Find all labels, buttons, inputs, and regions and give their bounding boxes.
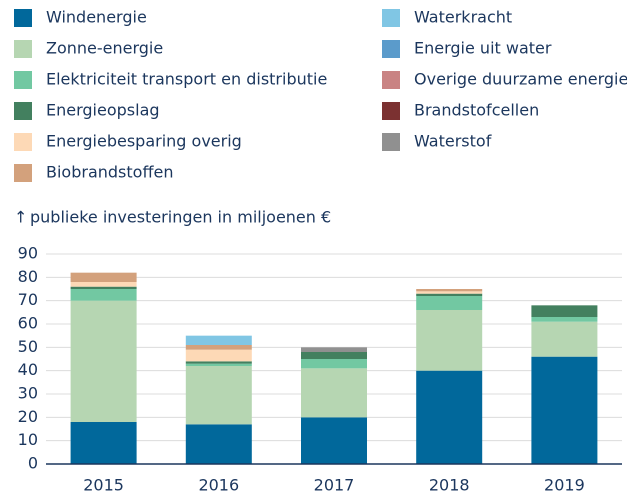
x-tick-label: 2016 xyxy=(198,476,239,495)
y-tick-label: 60 xyxy=(18,314,38,333)
legend-label: Waterkracht xyxy=(414,8,512,27)
bar-segment xyxy=(416,296,483,310)
legend-label: Energieopslag xyxy=(46,101,160,120)
bar-segment xyxy=(301,417,367,464)
y-tick-label: 30 xyxy=(18,384,38,403)
y-tick-label: 40 xyxy=(18,360,38,379)
bar-segment xyxy=(185,361,252,364)
bar-segment xyxy=(70,286,137,289)
legend-label: Overige duurzame energie xyxy=(414,70,627,89)
bar-segment xyxy=(185,345,252,350)
bar-segment xyxy=(185,335,252,345)
legend-swatch xyxy=(14,133,32,151)
bar-segment xyxy=(416,370,483,464)
legend-swatch xyxy=(382,40,400,58)
legend-label: Windenergie xyxy=(46,8,147,27)
bar-segment xyxy=(416,289,483,292)
y-tick-label: 10 xyxy=(18,430,38,449)
legend-label: Elektriciteit transport en distributie xyxy=(46,70,327,89)
y-axis-label: publieke investeringen in miljoenen € xyxy=(30,208,331,227)
legend-swatch xyxy=(14,102,32,120)
x-tick-label: 2019 xyxy=(544,476,585,495)
bar-segment xyxy=(531,356,598,464)
y-tick-label: 50 xyxy=(18,337,38,356)
legend-swatch xyxy=(14,71,32,89)
bar-segment xyxy=(70,272,137,282)
bar-segment xyxy=(416,293,483,296)
bar-segment xyxy=(531,321,598,357)
legend-swatch xyxy=(382,133,400,151)
bar-segment xyxy=(185,349,252,362)
bar-segment xyxy=(185,424,252,464)
legend-swatch xyxy=(14,9,32,27)
y-tick-label: 0 xyxy=(28,454,38,473)
x-tick-label: 2018 xyxy=(429,476,470,495)
legend-label: Energiebesparing overig xyxy=(46,132,242,151)
bar-segment xyxy=(301,352,367,359)
legend-label: Brandstofcellen xyxy=(414,101,539,120)
legend-label: Zonne-energie xyxy=(46,39,163,58)
legend-swatch xyxy=(382,9,400,27)
bar-segment xyxy=(531,305,598,317)
y-tick-label: 90 xyxy=(18,244,38,263)
bar-segment xyxy=(70,300,137,422)
legend-swatch xyxy=(382,71,400,89)
x-tick-label: 2017 xyxy=(314,476,355,495)
bar-segment xyxy=(70,289,137,301)
legend-label: Biobrandstoffen xyxy=(46,163,173,182)
bar-segment xyxy=(185,363,252,366)
bar-segment xyxy=(70,282,137,287)
bar-segment xyxy=(185,366,252,425)
bar-segment xyxy=(531,317,598,322)
bar-segment xyxy=(416,291,483,294)
legend-swatch xyxy=(14,40,32,58)
y-tick-label: 70 xyxy=(18,290,38,309)
bar-segment xyxy=(416,310,483,371)
bar-segment xyxy=(301,368,367,418)
axis-arrow: ↑ xyxy=(14,208,27,227)
bar-segment xyxy=(301,347,367,352)
y-tick-label: 20 xyxy=(18,407,38,426)
legend-swatch xyxy=(382,102,400,120)
legend-swatch xyxy=(14,164,32,182)
legend-label: Waterstof xyxy=(414,132,492,151)
bar-segment xyxy=(70,422,137,464)
bar-segment xyxy=(301,359,367,369)
y-tick-label: 80 xyxy=(18,267,38,286)
x-tick-label: 2015 xyxy=(83,476,124,495)
legend-label: Energie uit water xyxy=(414,39,552,58)
